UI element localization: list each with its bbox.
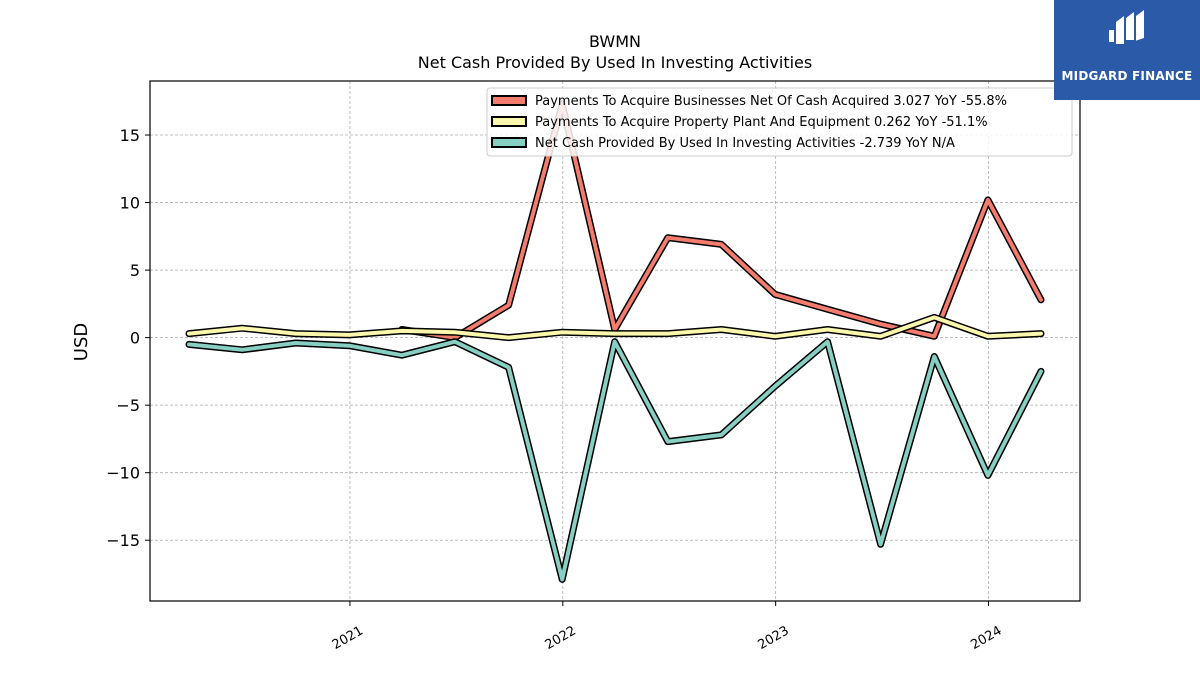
legend-swatch — [491, 95, 527, 106]
legend-label: Net Cash Provided By Used In Investing A… — [535, 136, 955, 151]
legend-swatch — [491, 137, 527, 148]
chart-subtitle: Net Cash Provided By Used In Investing A… — [418, 53, 812, 72]
x-tick-label: 2022 — [543, 623, 579, 653]
series-line-2 — [187, 315, 1043, 340]
y-tick-label: −5 — [116, 396, 140, 415]
x-tick-label: 2021 — [330, 623, 366, 653]
y-tick-label: 10 — [120, 194, 140, 213]
chart-title: BWMN — [589, 32, 641, 51]
x-tick-label: 2023 — [756, 623, 792, 653]
y-tick-label: 15 — [120, 126, 140, 145]
brand-logo: MIDGARD FINANCE — [1054, 0, 1200, 100]
y-tick-label: −15 — [106, 531, 140, 550]
x-tick-label: 2024 — [968, 623, 1004, 653]
y-axis-label: USD — [71, 323, 92, 361]
series-line-3 — [187, 339, 1043, 582]
series-line-outline — [185, 338, 1045, 583]
series-line-1 — [399, 102, 1043, 340]
plot-frame — [149, 80, 1081, 602]
legend-label: Payments To Acquire Property Plant And E… — [535, 115, 988, 130]
brand-name: MIDGARD FINANCE — [1061, 69, 1193, 83]
legend: Payments To Acquire Businesses Net Of Ca… — [486, 87, 1073, 157]
series-lines — [185, 100, 1045, 583]
midgard-m-logo-icon — [1109, 10, 1144, 54]
legend-box — [486, 87, 1073, 157]
legend-swatch — [491, 116, 527, 127]
grid — [150, 81, 1080, 601]
y-tick-label: 5 — [130, 261, 140, 280]
legend-label: Payments To Acquire Businesses Net Of Ca… — [535, 94, 1007, 109]
y-tick-label: 0 — [130, 329, 140, 348]
axis-ticks: 15 10 5 0 −5 −10 −15 2021 2022 2023 2024 — [106, 126, 1004, 653]
y-tick-label: −10 — [106, 464, 140, 483]
